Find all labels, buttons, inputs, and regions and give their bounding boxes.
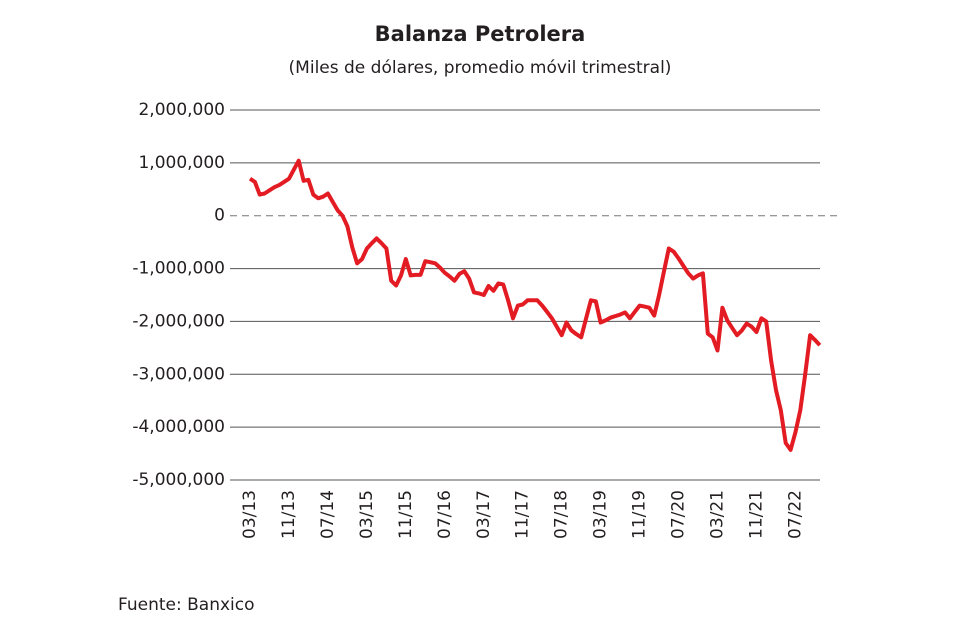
x-tick-label: 07/18 bbox=[552, 490, 572, 539]
x-tick-label: 11/21 bbox=[746, 490, 766, 539]
x-tick-label: 11/13 bbox=[279, 490, 299, 539]
chart-subtitle: (Miles de dólares, promedio móvil trimes… bbox=[289, 58, 672, 78]
y-tick-label: -2,000,000 bbox=[132, 311, 225, 331]
x-tick-label: 07/20 bbox=[669, 490, 689, 539]
chart-title: Balanza Petrolera bbox=[375, 22, 586, 46]
x-tick-label: 07/16 bbox=[435, 490, 455, 539]
y-tick-label: 2,000,000 bbox=[138, 100, 225, 120]
y-tick-label: 0 bbox=[214, 206, 225, 226]
x-tick-label: 11/15 bbox=[396, 490, 416, 539]
y-tick-label: -3,000,000 bbox=[132, 364, 225, 384]
source-note: Fuente: Banxico bbox=[118, 595, 255, 615]
x-tick-label: 11/19 bbox=[630, 490, 650, 539]
x-tick-label: 03/19 bbox=[591, 490, 611, 539]
x-tick-label: 07/14 bbox=[318, 490, 338, 539]
x-tick-label: 03/17 bbox=[474, 490, 494, 539]
x-tick-label: 11/17 bbox=[513, 490, 533, 539]
y-tick-label: -1,000,000 bbox=[132, 259, 225, 279]
y-tick-label: -4,000,000 bbox=[132, 417, 225, 437]
x-tick-label: 07/22 bbox=[785, 490, 805, 539]
x-tick-label: 03/15 bbox=[357, 490, 377, 539]
data-line bbox=[248, 158, 822, 452]
y-tick-label: -5,000,000 bbox=[132, 470, 225, 490]
x-tick-label: 03/13 bbox=[240, 490, 260, 539]
x-tick-label: 03/21 bbox=[708, 490, 728, 539]
y-tick-label: 1,000,000 bbox=[138, 153, 225, 173]
